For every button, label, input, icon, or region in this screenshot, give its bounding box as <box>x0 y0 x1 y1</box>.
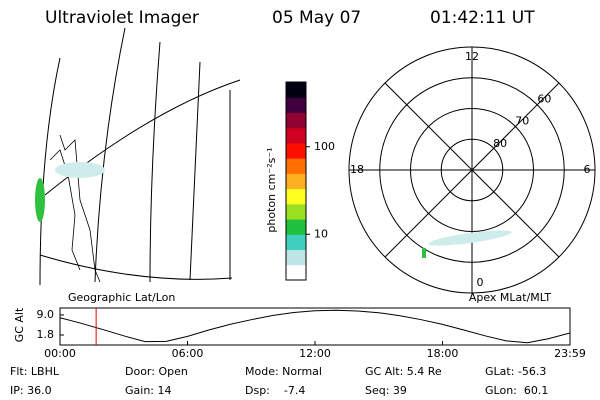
status-field: Seq: 39 <box>365 384 407 397</box>
status-field: Mode: Normal <box>245 365 322 378</box>
date: 05 May 07 <box>272 8 361 28</box>
status-field: IP: 36.0 <box>10 384 52 397</box>
polar-mlt-label: 0 <box>477 276 484 289</box>
colorbar-swatch <box>286 173 306 190</box>
colorbar-swatch <box>286 203 306 220</box>
colorbar-swatch <box>286 264 306 281</box>
status-field: Dsp: -7.4 <box>245 384 305 397</box>
geo-map <box>35 27 241 286</box>
emission <box>428 230 512 246</box>
status-field: GC Alt: 5.4 Re <box>365 365 442 378</box>
status-field: Gain: 14 <box>125 384 172 397</box>
time: 01:42:11 UT <box>430 8 535 28</box>
map-label: Geographic Lat/Lon <box>68 291 175 304</box>
y-tick-label: 9.0 <box>37 308 55 321</box>
colorbar-tick-label: 10 <box>314 227 328 240</box>
colorbar-tick-label: 100 <box>314 140 335 153</box>
y-label: GC Alt <box>13 307 26 342</box>
x-tick-label: 12:00 <box>299 347 331 360</box>
colorbar-swatch <box>286 188 306 205</box>
polar-ring-label: 60 <box>537 93 551 106</box>
colorbar-swatch <box>286 234 306 251</box>
polar-label: Apex MLat/MLT <box>469 291 552 304</box>
colorbar-swatch <box>286 97 306 113</box>
y-tick-label: 1.8 <box>37 328 55 341</box>
colorbar-swatch <box>286 82 306 98</box>
x-tick-label: 18:00 <box>427 347 459 360</box>
status-field: Door: Open <box>125 365 188 378</box>
polar-mlt-label: 12 <box>465 50 479 63</box>
polar-ring-label: 80 <box>493 137 507 150</box>
emission <box>422 248 426 258</box>
polar-mlt-label: 6 <box>584 163 591 176</box>
status-field: GLat: -56.3 <box>485 365 546 378</box>
colorbar-swatch <box>286 158 306 174</box>
colorbar-frame <box>285 81 307 281</box>
polar-mlt-label: 18 <box>350 163 364 176</box>
colorbar-swatch <box>286 219 306 235</box>
x-tick-label: 00:00 <box>44 347 76 360</box>
x-tick-label: 06:00 <box>172 347 204 360</box>
colorbar-swatch <box>286 112 306 129</box>
x-tick-label: 23:59 <box>554 347 586 360</box>
alt-line <box>60 309 570 344</box>
colorbar-swatch <box>286 142 306 159</box>
colorbar-swatch <box>286 127 306 144</box>
colorbar-label: photon cm⁻²s⁻¹ <box>265 147 278 232</box>
title: Ultraviolet Imager <box>45 8 199 28</box>
status-field: GLon: 60.1 <box>485 384 548 397</box>
polar-ring-label: 70 <box>515 115 529 128</box>
colorbar-swatch <box>286 249 306 266</box>
status-field: Flt: LBHL <box>10 365 60 378</box>
